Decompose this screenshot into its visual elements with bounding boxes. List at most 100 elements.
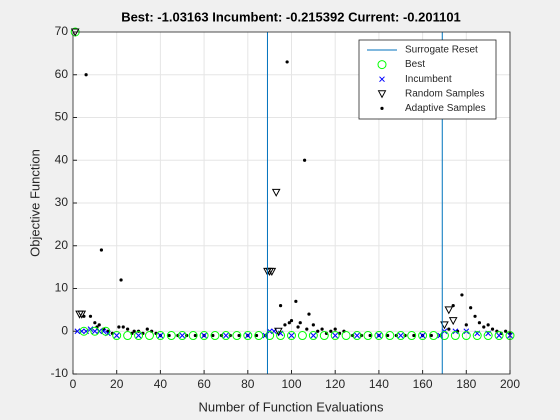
incumbent-marker [397,332,404,339]
adaptive-marker [386,333,390,338]
adaptive-marker [283,323,287,327]
best-marker [243,331,253,341]
adaptive-marker [88,314,93,318]
random-marker [274,327,283,336]
random-marker [271,188,281,197]
best-marker [265,331,275,341]
adaptive-marker [287,321,291,325]
best-marker [385,331,395,341]
best-marker [254,331,264,341]
adaptive-marker [320,327,324,331]
x-tick-label: 100 [281,377,301,391]
y-tick-label: 40 [55,152,69,166]
incumbent-marker [135,332,142,339]
adaptive-marker [289,318,294,323]
y-tick-label: 20 [55,238,69,252]
y-tick-label: 70 [55,24,69,38]
y-tick-label: 50 [55,110,69,124]
random-marker [77,310,87,319]
adaptive-marker [311,323,315,327]
adaptive-marker [482,325,486,329]
adaptive-marker [237,333,241,338]
best-marker [439,331,449,341]
legend-text: Surrogate Reset [405,45,478,56]
incumbent-marker [376,332,382,339]
adaptive-marker [477,321,482,325]
adaptive-marker [490,327,495,331]
incumbent-marker [332,332,339,339]
adaptive-marker [117,325,121,329]
incumbent-marker [310,332,317,339]
incumbent-marker [354,332,360,339]
best-marker [134,331,144,341]
x-tick-label: 80 [241,377,255,391]
adaptive-marker [294,299,298,303]
adaptive-marker [464,323,468,327]
adaptive-marker [167,333,171,338]
x-tick-label: 60 [197,377,211,391]
x-tick-label: 0 [70,377,77,391]
best-marker [79,326,89,336]
incumbent-marker [288,332,295,339]
adaptive-marker [473,314,477,318]
adaptive-marker [504,329,508,333]
best-marker [101,326,111,336]
best-marker [352,331,362,341]
legend-marker [380,106,384,110]
adaptive-marker [211,333,215,338]
adaptive-marker [469,306,473,310]
adaptive-marker [429,333,433,338]
adaptive-marker [97,323,101,327]
best-marker [461,331,471,341]
adaptive-marker [298,321,302,325]
legend-text: Incumbent [405,74,452,85]
best-marker [166,331,176,341]
best-marker [363,331,373,341]
adaptive-marker [119,278,123,282]
adaptive-marker [296,325,300,329]
adaptive-marker [254,333,259,338]
best-marker [297,331,307,341]
adaptive-marker [93,321,97,325]
best-marker [123,331,133,341]
incumbent-marker [223,332,229,339]
best-marker [155,331,165,341]
y-axis-label: Objective Function [27,149,42,257]
best-marker [341,331,351,341]
best-marker [429,331,439,341]
best-marker [144,331,154,341]
random-marker [267,267,277,276]
x-tick-label: 20 [110,377,124,391]
best-marker [210,331,220,341]
best-marker [374,331,384,341]
best-marker [472,331,482,341]
adaptive-marker [368,333,372,338]
chart-title: Best: -1.03163 Incumbent: -0.215392 Curr… [121,9,461,24]
adaptive-marker [307,312,311,316]
adaptive-marker [316,329,320,333]
x-tick-label: 140 [369,377,389,391]
adaptive-marker [193,333,197,338]
y-tick-label: 10 [55,281,69,295]
best-marker [232,331,242,341]
best-marker [330,331,340,341]
adaptive-marker [84,73,88,77]
legend-text: Random Samples [405,88,484,99]
incumbent-marker [113,332,120,339]
adaptive-marker [303,158,307,162]
adaptive-marker [132,329,136,333]
incumbent-marker [87,326,94,332]
best-marker [407,331,417,341]
y-tick-label: 0 [61,323,68,337]
x-tick-label: 40 [154,377,168,391]
legend-marker [377,60,387,70]
x-tick-label: 200 [500,377,520,391]
legend-text: Best [405,59,425,70]
adaptive-marker [329,329,333,333]
adaptive-marker [305,327,309,331]
incumbent-marker [157,332,164,339]
adaptive-marker [412,333,416,338]
incumbent-marker [91,328,98,335]
best-marker [199,331,209,341]
best-marker [319,331,329,341]
